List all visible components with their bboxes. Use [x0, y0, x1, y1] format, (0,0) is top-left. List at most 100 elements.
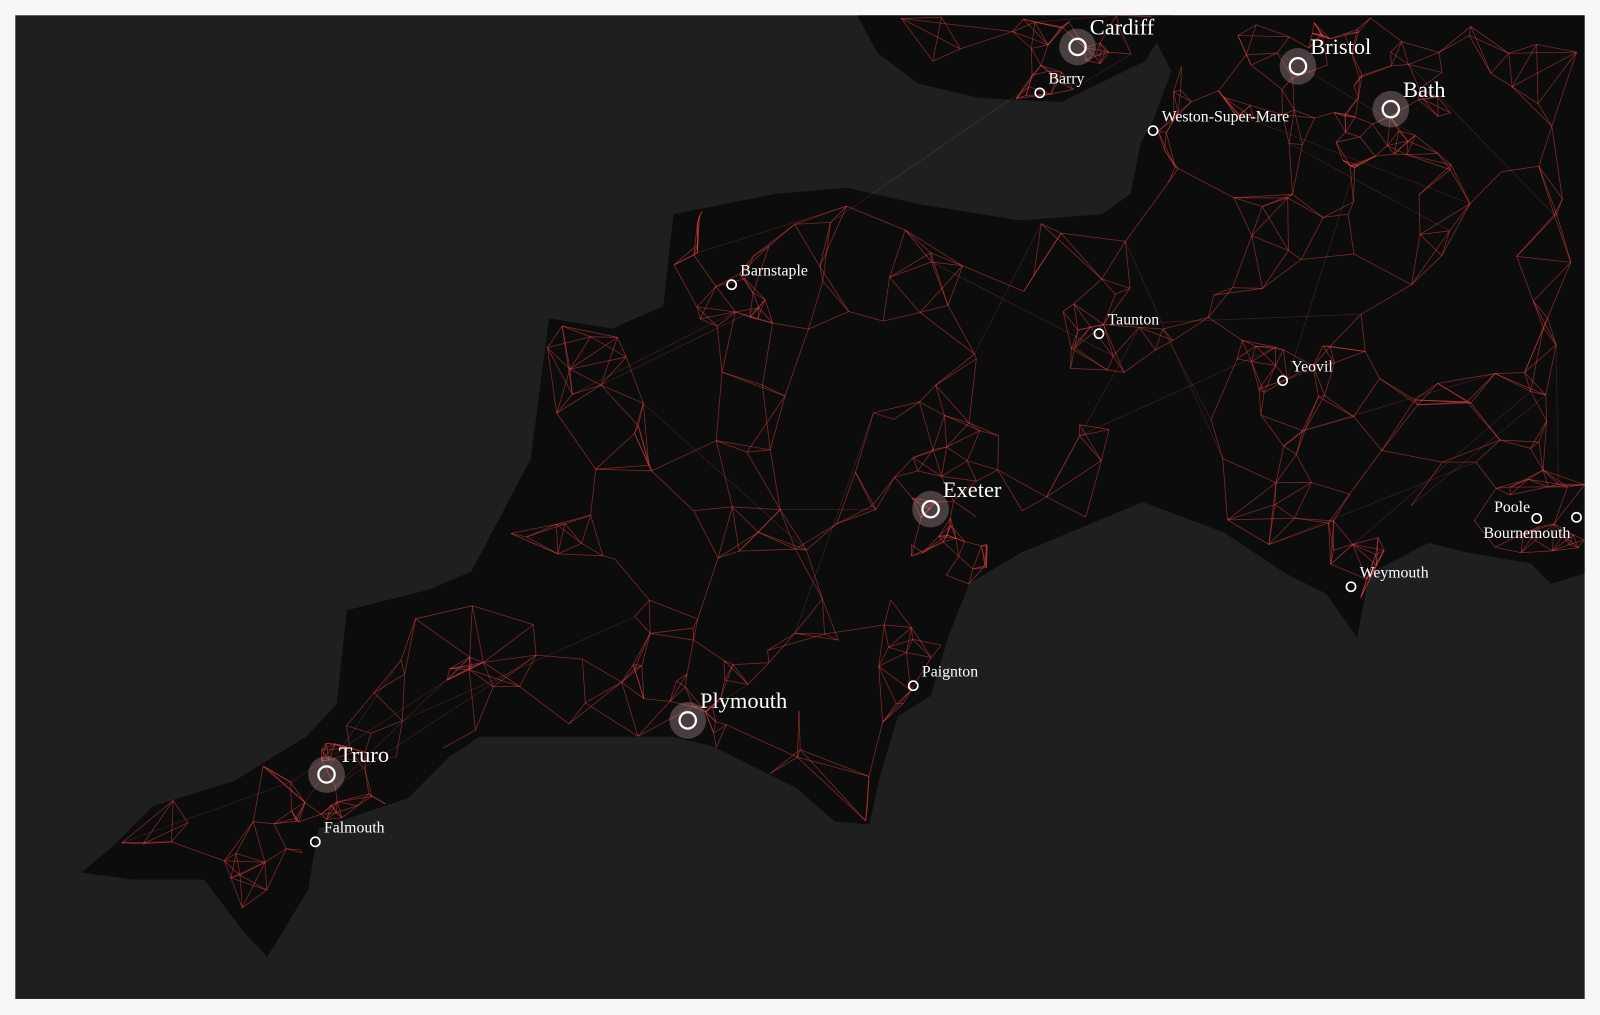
- connection: [768, 633, 796, 663]
- connection: [911, 497, 922, 518]
- connection: [968, 565, 986, 585]
- connection: [1289, 142, 1303, 145]
- connection: [1354, 155, 1376, 169]
- connection: [595, 433, 635, 470]
- connection: [364, 770, 373, 797]
- connection: [569, 356, 627, 370]
- connection: [1177, 168, 1235, 199]
- connection: [1542, 469, 1568, 488]
- connection: [1524, 344, 1557, 373]
- connection: [1418, 96, 1438, 101]
- connection: [1236, 340, 1243, 360]
- connection: [1079, 424, 1102, 461]
- connection: [1275, 349, 1284, 366]
- connection: [526, 523, 566, 538]
- connection: [1387, 140, 1408, 146]
- connection: [1390, 51, 1392, 66]
- connection: [643, 698, 670, 702]
- city-label: Yeovil: [1291, 358, 1333, 375]
- connection: [806, 523, 838, 551]
- connection: [1101, 241, 1126, 280]
- connection: [1353, 253, 1412, 286]
- connection: [1048, 70, 1059, 82]
- connection: [1118, 26, 1132, 55]
- connection: [1366, 550, 1385, 580]
- connection: [1301, 253, 1355, 260]
- connection: [693, 254, 717, 287]
- connection: [1374, 145, 1388, 157]
- connection: [1046, 435, 1080, 498]
- connection: [1329, 313, 1362, 347]
- connection: [1393, 131, 1400, 155]
- connection: [1077, 324, 1104, 331]
- connection: [341, 805, 359, 819]
- connection: [910, 657, 932, 691]
- connection: [947, 265, 963, 306]
- connection: [1312, 365, 1319, 397]
- connection: [1354, 97, 1359, 118]
- connection: [1062, 303, 1075, 312]
- connection: [716, 326, 723, 373]
- connection: [919, 401, 934, 450]
- connection: [894, 476, 913, 499]
- connection: [669, 700, 694, 707]
- connection: [1390, 116, 1400, 132]
- connection: [1359, 123, 1373, 138]
- connection: [726, 724, 798, 758]
- connection: [1274, 504, 1295, 519]
- connection: [1277, 52, 1416, 136]
- connection: [337, 793, 369, 803]
- connection: [637, 701, 671, 737]
- city-marker: [1147, 125, 1159, 137]
- connection: [1312, 345, 1331, 367]
- connection: [637, 403, 644, 426]
- connection: [1352, 544, 1367, 580]
- connection: [1542, 469, 1585, 486]
- connection: [510, 523, 557, 534]
- connection: [955, 538, 960, 557]
- connection: [673, 264, 698, 308]
- connection: [1417, 383, 1439, 406]
- connection: [693, 706, 706, 712]
- connection: [590, 336, 627, 358]
- connection: [757, 509, 781, 533]
- city-marker: [1288, 57, 1308, 76]
- connection: [1232, 235, 1253, 288]
- connection: [910, 627, 914, 640]
- connection: [693, 252, 698, 256]
- connection: [1312, 365, 1326, 396]
- connection: [224, 821, 254, 862]
- connection: [1553, 214, 1572, 263]
- connection: [696, 286, 717, 308]
- connection: [1057, 72, 1063, 82]
- connection: [1545, 344, 1557, 396]
- connection: [911, 541, 944, 557]
- connection: [1417, 88, 1420, 100]
- connection: [735, 311, 759, 319]
- connection: [1536, 44, 1539, 104]
- connection: [1552, 534, 1574, 552]
- connection: [699, 286, 717, 319]
- connection: [1390, 41, 1403, 53]
- city-marker: [1345, 581, 1357, 593]
- connection: [800, 749, 870, 777]
- connection: [625, 356, 644, 404]
- connection: [224, 853, 237, 862]
- connection: [1101, 278, 1116, 295]
- connection: [757, 318, 773, 324]
- connection: [855, 412, 874, 473]
- connection: [717, 506, 733, 559]
- connection: [1294, 109, 1315, 119]
- connection: [1295, 430, 1303, 455]
- connection: [1103, 294, 1116, 325]
- connection: [1318, 396, 1354, 417]
- connection: [917, 470, 942, 477]
- connection: [1554, 213, 1557, 216]
- connection: [1567, 484, 1585, 488]
- connection: [449, 668, 470, 670]
- connection: [581, 515, 592, 544]
- connection: [931, 261, 949, 306]
- connection: [1470, 373, 1496, 404]
- connection: [253, 821, 274, 825]
- connection: [1381, 399, 1416, 451]
